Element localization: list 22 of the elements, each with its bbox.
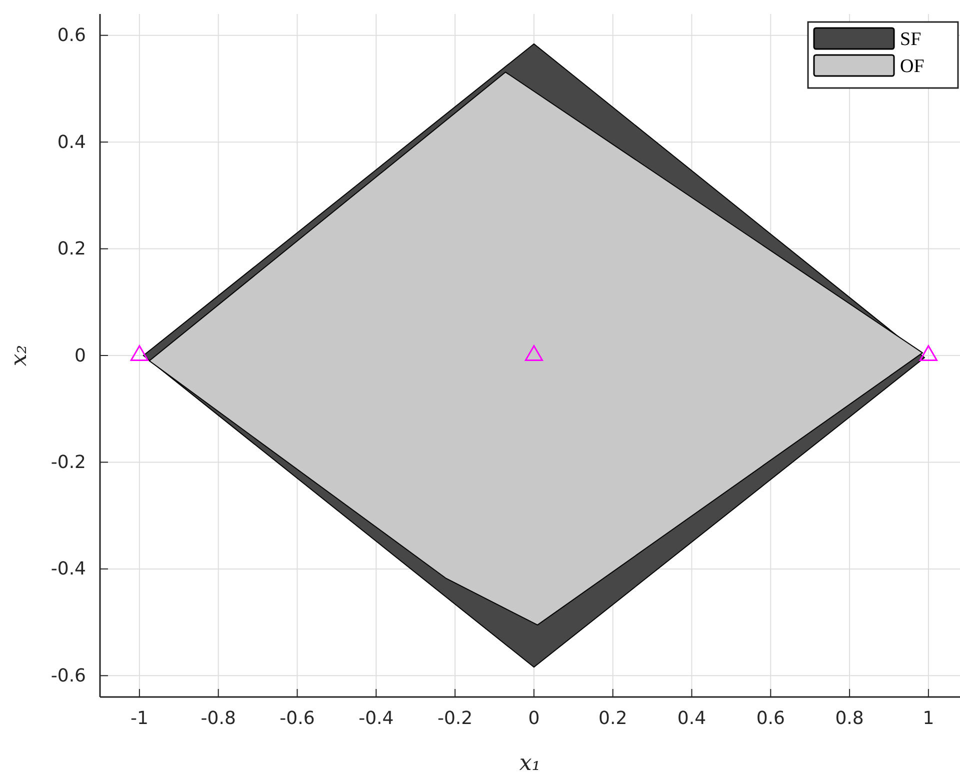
x-tick-label: 1 <box>922 708 934 729</box>
x-tick-label: 0.2 <box>598 708 628 729</box>
x-axis-title: x₁ <box>519 751 541 776</box>
x-tick-label: -1 <box>130 708 148 729</box>
y-tick-label: 0.2 <box>57 238 86 260</box>
x-tick-label: 0 <box>528 708 540 729</box>
legend-label: SF <box>900 29 922 50</box>
x-tick-label: -0.4 <box>358 708 394 729</box>
y-axis-title: x₂ <box>7 344 32 366</box>
y-tick-label: 0.4 <box>57 132 86 153</box>
y-tick-label: 0.6 <box>57 25 86 46</box>
y-tick-label: -0.2 <box>50 452 86 473</box>
y-tick-label: -0.4 <box>50 558 86 580</box>
y-tick-label: -0.6 <box>50 665 86 686</box>
x-tick-label: 0.4 <box>677 708 706 729</box>
y-tick-label: 0 <box>74 345 86 366</box>
x-tick-label: 0.6 <box>756 708 785 729</box>
x-tick-label: -0.2 <box>437 708 473 729</box>
x-tick-label: 0.8 <box>835 708 864 729</box>
x-tick-label: -0.8 <box>200 708 236 729</box>
legend-label: OF <box>900 56 924 77</box>
x-tick-label: -0.6 <box>280 708 315 729</box>
